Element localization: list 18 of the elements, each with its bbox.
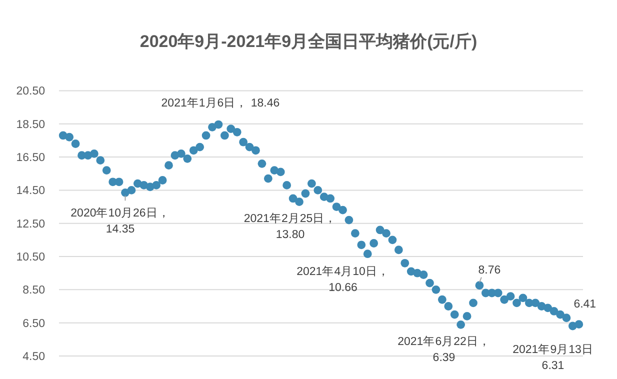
ytick: 10.50 — [16, 252, 45, 264]
annotation: 6.41 — [574, 298, 596, 310]
ytick: 8.50 — [22, 284, 45, 297]
annotation: 2021年2月25日， 13.80 — [244, 212, 337, 241]
annotation: 2020年10月26日， 14.35 — [70, 208, 170, 236]
title: 2020年9月-2021年9月全国日平均猪价(元/斤) — [140, 32, 478, 51]
annotation: 2021年9月13日 6.31 — [512, 344, 594, 372]
annotation: 2021年1月6日， 18.46 — [161, 98, 280, 110]
ytick: 14.50 — [16, 185, 45, 198]
annotation: 2021年6月22日， 6.39 — [398, 336, 490, 364]
ytick: 6.50 — [22, 318, 45, 330]
ytick: 20.50 — [16, 86, 45, 98]
ytick: 18.50 — [16, 118, 45, 131]
annotation: 2021年4月10日， 10.66 — [296, 266, 390, 294]
ytick: 16.50 — [16, 152, 45, 164]
ytick: 4.50 — [22, 351, 45, 363]
annotation: 8.76 — [478, 264, 501, 276]
ytick: 12.50 — [16, 218, 45, 230]
